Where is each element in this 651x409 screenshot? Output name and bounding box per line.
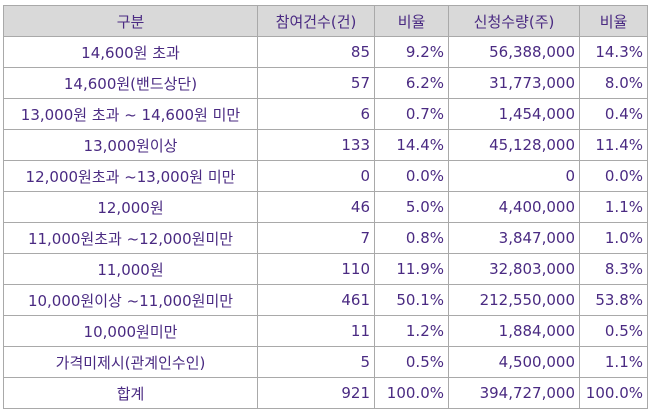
row-category: 13,000원이상 (3, 129, 258, 161)
header-participation-ratio: 비율 (374, 5, 449, 37)
row-subscription-quantity: 394,727,000 (448, 377, 580, 409)
header-participation-count: 참여건수(건) (257, 5, 375, 37)
row-participation-count: 6 (257, 98, 375, 130)
row-category: 14,600원 초과 (3, 36, 258, 68)
table-row: 가격미제시(관계인수인) 5 0.5% 4,500,000 1.1% (3, 346, 648, 378)
row-participation-count: 11 (257, 315, 375, 347)
row-quantity-ratio: 8.0% (579, 67, 648, 99)
row-quantity-ratio: 1.0% (579, 222, 648, 254)
row-participation-count: 461 (257, 284, 375, 316)
row-subscription-quantity: 56,388,000 (448, 36, 580, 68)
table-row: 13,000원이상 133 14.4% 45,128,000 11.4% (3, 129, 648, 161)
row-category: 11,000원초과 ~12,000원미만 (3, 222, 258, 254)
row-category: 10,000원이상 ~11,000원미만 (3, 284, 258, 316)
row-participation-ratio: 0.5% (374, 346, 449, 378)
row-participation-ratio: 14.4% (374, 129, 449, 161)
row-category: 13,000원 초과 ~ 14,600원 미만 (3, 98, 258, 130)
table-body: 14,600원 초과 85 9.2% 56,388,000 14.3% 14,600원(밴… (3, 36, 648, 409)
row-participation-ratio: 9.2% (374, 36, 449, 68)
demand-forecast-table: 구분 참여건수(건) 비율 신청수량(주) 비율 14,600원 초과 85 9.2… (3, 5, 648, 409)
row-quantity-ratio: 0.4% (579, 98, 648, 130)
row-quantity-ratio: 14.3% (579, 36, 648, 68)
row-subscription-quantity: 4,400,000 (448, 191, 580, 223)
row-participation-count: 57 (257, 67, 375, 99)
row-participation-ratio: 5.0% (374, 191, 449, 223)
table-row: 11,000원초과 ~12,000원미만 7 0.8% 3,847,000 1.0% (3, 222, 648, 254)
row-subscription-quantity: 45,128,000 (448, 129, 580, 161)
header-subscription-quantity: 신청수량(주) (448, 5, 580, 37)
row-quantity-ratio: 1.1% (579, 346, 648, 378)
row-participation-ratio: 100.0% (374, 377, 449, 409)
row-participation-count: 5 (257, 346, 375, 378)
table-row: 14,600원(밴드상단) 57 6.2% 31,773,000 8.0% (3, 67, 648, 99)
row-category: 12,000원 (3, 191, 258, 223)
row-subscription-quantity: 4,500,000 (448, 346, 580, 378)
row-participation-count: 0 (257, 160, 375, 192)
row-quantity-ratio: 100.0% (579, 377, 648, 409)
row-participation-count: 46 (257, 191, 375, 223)
table-row: 11,000원 110 11.9% 32,803,000 8.3% (3, 253, 648, 285)
row-quantity-ratio: 53.8% (579, 284, 648, 316)
row-subscription-quantity: 1,454,000 (448, 98, 580, 130)
header-quantity-ratio: 비율 (579, 5, 648, 37)
table-total-row: 합계 921 100.0% 394,727,000 100.0% (3, 377, 648, 409)
row-quantity-ratio: 0.5% (579, 315, 648, 347)
row-category: 14,600원(밴드상단) (3, 67, 258, 99)
row-category: 가격미제시(관계인수인) (3, 346, 258, 378)
row-category: 합계 (3, 377, 258, 409)
row-participation-count: 110 (257, 253, 375, 285)
row-category: 10,000원미만 (3, 315, 258, 347)
row-subscription-quantity: 32,803,000 (448, 253, 580, 285)
row-participation-count: 921 (257, 377, 375, 409)
header-category: 구분 (3, 5, 258, 37)
row-participation-count: 85 (257, 36, 375, 68)
row-quantity-ratio: 1.1% (579, 191, 648, 223)
row-participation-count: 7 (257, 222, 375, 254)
row-subscription-quantity: 212,550,000 (448, 284, 580, 316)
row-category: 12,000원초과 ~13,000원 미만 (3, 160, 258, 192)
row-participation-ratio: 50.1% (374, 284, 449, 316)
table-row: 12,000원 46 5.0% 4,400,000 1.1% (3, 191, 648, 223)
row-participation-ratio: 0.8% (374, 222, 449, 254)
row-subscription-quantity: 1,884,000 (448, 315, 580, 347)
row-quantity-ratio: 8.3% (579, 253, 648, 285)
row-quantity-ratio: 11.4% (579, 129, 648, 161)
table-row: 13,000원 초과 ~ 14,600원 미만 6 0.7% 1,454,000 0.4… (3, 98, 648, 130)
table-row: 10,000원미만 11 1.2% 1,884,000 0.5% (3, 315, 648, 347)
row-quantity-ratio: 0.0% (579, 160, 648, 192)
row-participation-ratio: 11.9% (374, 253, 449, 285)
row-participation-ratio: 6.2% (374, 67, 449, 99)
row-subscription-quantity: 0 (448, 160, 580, 192)
table-row: 10,000원이상 ~11,000원미만 461 50.1% 212,550,000 5… (3, 284, 648, 316)
demand-forecast-table-container: 구분 참여건수(건) 비율 신청수량(주) 비율 14,600원 초과 85 9.2… (3, 5, 648, 409)
table-row: 14,600원 초과 85 9.2% 56,388,000 14.3% (3, 36, 648, 68)
row-participation-ratio: 0.0% (374, 160, 449, 192)
row-subscription-quantity: 3,847,000 (448, 222, 580, 254)
row-participation-count: 133 (257, 129, 375, 161)
row-category: 11,000원 (3, 253, 258, 285)
row-subscription-quantity: 31,773,000 (448, 67, 580, 99)
table-header-row: 구분 참여건수(건) 비율 신청수량(주) 비율 (3, 5, 648, 37)
table-row: 12,000원초과 ~13,000원 미만 0 0.0% 0 0.0% (3, 160, 648, 192)
row-participation-ratio: 0.7% (374, 98, 449, 130)
row-participation-ratio: 1.2% (374, 315, 449, 347)
